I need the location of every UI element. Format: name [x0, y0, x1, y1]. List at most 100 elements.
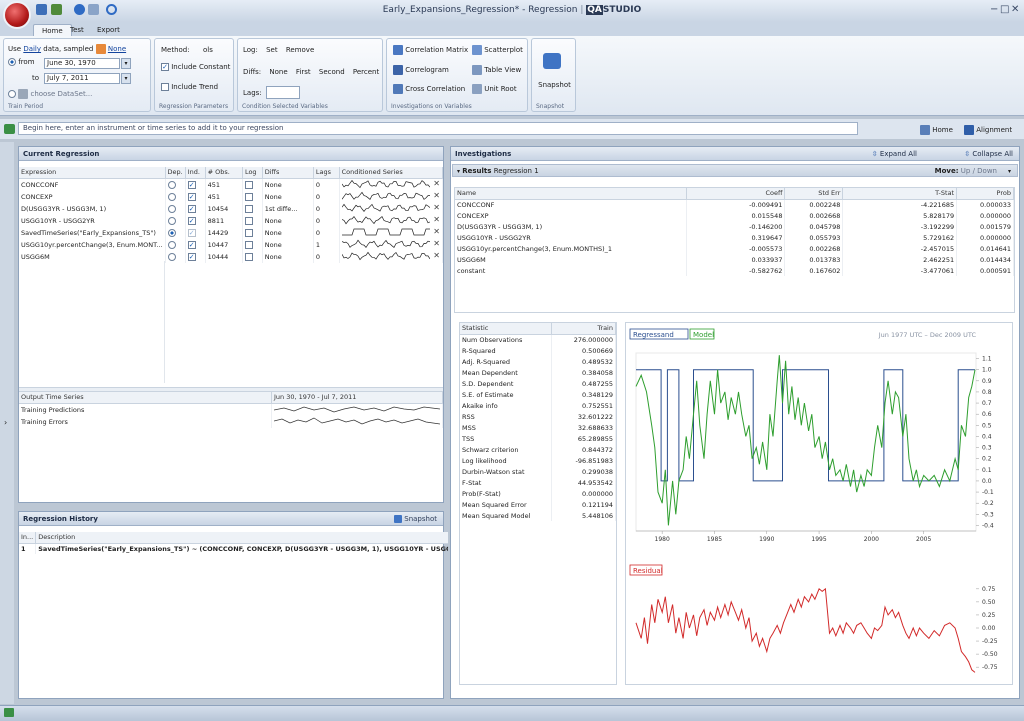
dependent-radio[interactable] [167, 240, 176, 249]
minimize-button[interactable]: − [990, 4, 999, 15]
diffs-select[interactable]: None [264, 252, 282, 261]
unit-root-button[interactable]: Unit Root [472, 84, 517, 94]
coefficient-row[interactable]: CONCCONF -0.009491 0.002248 -4.221685 0.0000… [455, 199, 1014, 210]
diffs-select[interactable]: None [264, 180, 282, 189]
statistic-row[interactable]: Schwarz criterion 0.844372 [460, 444, 616, 455]
independent-checkbox[interactable]: ✓ [187, 192, 196, 201]
date-range-radio[interactable] [8, 58, 16, 66]
remove-row-icon[interactable]: ✕ [433, 190, 440, 200]
output-row-errors[interactable]: Training Errors [19, 415, 443, 428]
to-date-dropdown[interactable]: ▾ [121, 73, 131, 84]
regression-row[interactable]: CONCCONF ✓ 451 None 0 ✕ [19, 178, 444, 191]
instrument-search-input[interactable]: Begin here, enter an instrument or time … [18, 122, 858, 135]
correlation-matrix-button[interactable]: Correlation Matrix [393, 45, 468, 55]
statistic-row[interactable]: Mean Squared Model 5.448106 [460, 510, 616, 521]
alignment-button[interactable]: Alignment [964, 125, 1012, 135]
regression-row[interactable]: USGG10yr.percentChange(3, Enum.MONT... ✓ 1… [19, 238, 444, 251]
to-date-input[interactable]: July 7, 2011 [44, 73, 120, 84]
diffs-select[interactable]: None [264, 228, 282, 237]
regression-row[interactable]: D(USGG3YR - USGG3M, 1) ✓ 10454 1st diffe...… [19, 202, 444, 215]
move-down-button[interactable]: Down [977, 167, 997, 175]
statistic-row[interactable]: Num Observations 276.000000 [460, 334, 616, 345]
col-t-stat[interactable]: T-Stat [842, 188, 958, 200]
log-remove-button[interactable]: Remove [285, 46, 315, 54]
col-name[interactable]: Name [455, 188, 688, 200]
coefficient-row[interactable]: D(USGG3YR - USGG3M, 1) -0.146200 0.045798-… [455, 221, 1014, 232]
coefficient-row[interactable]: USGG10yr.percentChange(3, Enum.MONTHS)_1… [455, 243, 1014, 254]
col-conditioned-series[interactable]: Conditioned Series [339, 167, 444, 179]
coefficient-row[interactable]: constant -0.582762 0.167602 -3.477061 0.0005… [455, 265, 1014, 276]
statistic-row[interactable]: R-Squared 0.500669 [460, 345, 616, 356]
refresh-icon[interactable] [106, 4, 117, 15]
remove-row-icon[interactable]: ✕ [433, 178, 440, 188]
include-constant-checkbox[interactable]: ✓ [161, 63, 169, 71]
log-checkbox[interactable] [244, 252, 253, 261]
regressand-model-chart[interactable]: Regressand Model Jun 1977 UTC – Dec 2009 U… [626, 323, 1012, 551]
table-view-button[interactable]: Table View [472, 65, 521, 75]
tab-export[interactable]: Export [97, 26, 120, 34]
choose-dataset-link[interactable]: choose DataSet... [30, 90, 93, 98]
camera-icon[interactable] [543, 53, 561, 69]
from-date-input[interactable]: June 30, 1970 [44, 58, 120, 69]
add-series-icon[interactable] [4, 124, 15, 134]
expand-arrow-icon[interactable]: › [4, 418, 8, 427]
tab-home[interactable]: Home [33, 24, 72, 36]
independent-checkbox[interactable]: ✓ [187, 216, 196, 225]
history-row[interactable]: 1 SavedTimeSeries("Early_Expansions_TS") … [19, 543, 511, 554]
home-button[interactable]: Home [920, 125, 953, 135]
dependent-radio[interactable] [167, 228, 176, 237]
remove-row-icon[interactable]: ✕ [433, 214, 440, 224]
col-index[interactable]: In... [19, 532, 37, 544]
lags-input[interactable] [266, 86, 300, 99]
diffs-select[interactable]: None [264, 216, 282, 225]
statistic-row[interactable]: Akaike info 0.752551 [460, 400, 616, 411]
statistic-row[interactable]: MSS 32.688633 [460, 422, 616, 433]
legend-box-1[interactable] [689, 328, 715, 340]
print-icon[interactable] [51, 4, 62, 15]
statistic-row[interactable]: Prob(F-Stat) 0.000000 [460, 488, 616, 499]
tab-test[interactable]: Test [70, 26, 84, 34]
residual-legend-box[interactable] [629, 564, 663, 576]
coefficient-row[interactable]: USGG6M 0.033937 0.013783 2.462251 0.014434 [455, 254, 1014, 265]
diffs-percent-button[interactable]: Percent [352, 68, 380, 76]
statistic-row[interactable]: Durbin-Watson stat 0.299038 [460, 466, 616, 477]
col-diffs[interactable]: Diffs [262, 167, 314, 179]
remove-row-icon[interactable]: ✕ [433, 250, 440, 260]
statistic-row[interactable]: Mean Squared Error 0.121194 [460, 499, 616, 510]
regression-row[interactable]: SavedTimeSeries("Early_Expansions_TS") ✓ 1… [19, 226, 444, 239]
diffs-select[interactable]: 1st diffe... [264, 204, 298, 213]
residual-chart[interactable]: Residual 0.75 0.50 0.25 0.00 -0.25 -0.50 -0.75 [626, 563, 1012, 683]
statistic-row[interactable]: RSS 32.601222 [460, 411, 616, 422]
col-output-series[interactable]: Output Time Series [19, 392, 272, 404]
statistic-row[interactable]: F-Stat 44.953542 [460, 477, 616, 488]
col-log[interactable]: Log [242, 167, 263, 179]
log-checkbox[interactable] [244, 228, 253, 237]
save-icon[interactable] [36, 4, 47, 15]
output-row-predictions[interactable]: Training Predictions [19, 403, 443, 416]
dependent-radio[interactable] [167, 192, 176, 201]
log-checkbox[interactable] [244, 192, 253, 201]
diffs-first-button[interactable]: First [295, 68, 311, 76]
regression-row[interactable]: CONCEXP ✓ 451 None 0 ✕ [19, 190, 444, 203]
statistic-row[interactable]: Mean Dependent 0.384058 [460, 367, 616, 378]
col-prob[interactable]: Prob [956, 188, 1014, 200]
diffs-select[interactable]: None [264, 240, 282, 249]
maximize-button[interactable]: □ [1000, 4, 1010, 15]
undo-icon[interactable] [88, 4, 99, 15]
app-logo-icon[interactable] [3, 1, 31, 29]
col-std-err[interactable]: Std Err [784, 188, 844, 200]
col-statistic[interactable]: Statistic [460, 323, 553, 335]
log-checkbox[interactable] [244, 216, 253, 225]
coefficient-row[interactable]: CONCEXP 0.015548 0.002668 5.828179 0.000000 [455, 210, 1014, 221]
diffs-second-button[interactable]: Second [318, 68, 345, 76]
col-description[interactable]: Description [35, 532, 511, 544]
diffs-select[interactable]: None [264, 192, 282, 201]
left-collapse-rail[interactable] [0, 142, 14, 704]
col-ind[interactable]: Ind. [185, 167, 206, 179]
help-icon[interactable] [74, 4, 85, 15]
include-trend-checkbox[interactable] [161, 83, 169, 91]
independent-checkbox[interactable]: ✓ [187, 252, 196, 261]
history-snapshot-button[interactable]: Snapshot [394, 512, 437, 526]
method-value[interactable]: ols [203, 46, 213, 54]
statistic-row[interactable]: Adj. R-Squared 0.489532 [460, 356, 616, 367]
